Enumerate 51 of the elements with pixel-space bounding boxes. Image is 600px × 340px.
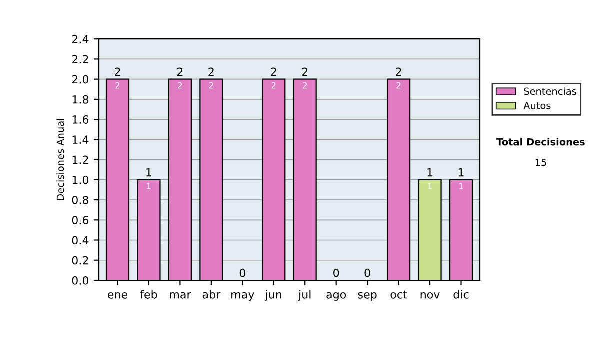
- total-label: 0: [240, 268, 246, 278]
- y-tick-label: 0.8: [72, 196, 89, 204]
- y-tick-label: 2.2: [72, 55, 88, 64]
- data-label: 2: [272, 82, 276, 89]
- x-tick-label: feb: [140, 290, 158, 299]
- y-tick-label: 0.2: [72, 256, 88, 265]
- total-label: 1: [428, 168, 433, 177]
- total-label: 1: [458, 168, 464, 177]
- x-tick-label: dic: [454, 290, 469, 299]
- y-tick-label: 0.6: [72, 216, 89, 225]
- legend-label: Sentencias: [524, 88, 576, 96]
- total-label: 2: [115, 68, 120, 76]
- y-tick-label: 1.2: [72, 156, 88, 164]
- x-tick-label: ene: [108, 292, 128, 299]
- y-tick-label: 1.8: [72, 95, 89, 104]
- total-label: 2: [302, 68, 308, 76]
- total-label: 0: [364, 268, 370, 278]
- y-tick-label: 2.0: [72, 75, 89, 84]
- y-tick-label: 1.6: [72, 116, 89, 124]
- text: 15: [536, 159, 546, 166]
- y-tick-label: 1.0: [72, 176, 89, 184]
- x-tick-label: abr: [202, 290, 221, 299]
- total-label: 2: [271, 68, 276, 76]
- data-label: 2: [116, 82, 120, 89]
- total-label: 2: [208, 68, 214, 76]
- data-label: 1: [147, 183, 151, 190]
- y-tick-label: 1.4: [72, 136, 89, 144]
- total-label: 2: [177, 68, 183, 76]
- total-label: 1: [146, 168, 152, 177]
- y-tick-label: 0.0: [72, 276, 89, 285]
- legend-label: Autos: [524, 102, 551, 110]
- total-label: 0: [334, 268, 340, 278]
- x-tick-label: ago: [326, 292, 346, 301]
- x-tick-label: may: [232, 292, 254, 301]
- data-label: 2: [303, 82, 307, 89]
- data-label: 2: [209, 82, 214, 89]
- y-tick-label: 2.4: [72, 35, 89, 44]
- y-tick-label: 0.4: [72, 236, 89, 245]
- x-tick-label: jul: [298, 290, 311, 301]
- data-label: 2: [396, 82, 401, 89]
- x-tick-label: sep: [358, 292, 377, 301]
- x-tick-label: jun: [265, 290, 282, 301]
- total-label: 2: [396, 68, 402, 76]
- text: Total Decisiones: [496, 138, 585, 146]
- data-label: 1: [460, 183, 464, 190]
- data-label: 2: [178, 82, 182, 89]
- x-tick-label: nov: [420, 292, 440, 299]
- data-label: 1: [428, 183, 432, 190]
- x-tick-label: mar: [170, 292, 192, 299]
- x-tick-label: oct: [390, 290, 408, 299]
- y-axis-title: Decisiones Anual: [56, 119, 64, 200]
